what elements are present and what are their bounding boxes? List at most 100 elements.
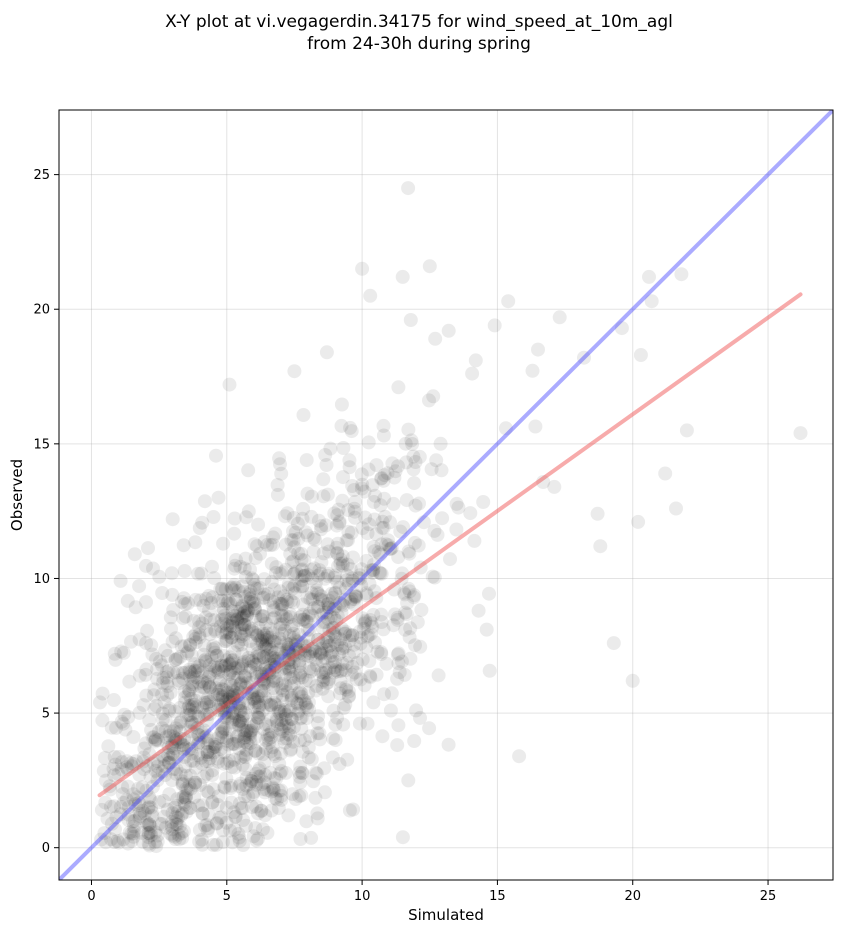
scatter-point <box>363 563 378 578</box>
scatter-point <box>246 572 261 587</box>
scatter-point <box>354 467 369 482</box>
scatter-point <box>239 676 254 691</box>
scatter-point <box>353 672 368 687</box>
scatter-point <box>234 801 249 816</box>
scatter-point <box>322 672 337 687</box>
scatter-point <box>202 699 217 714</box>
scatter-point <box>349 672 364 687</box>
scatter-point <box>386 618 401 633</box>
scatter-point <box>297 568 312 583</box>
scatter-point <box>98 795 113 810</box>
scatter-point <box>310 726 325 741</box>
y-tick-label: 15 <box>33 437 50 452</box>
scatter-point <box>208 641 223 656</box>
scatter-point <box>359 640 374 655</box>
scatter-point <box>215 582 230 597</box>
scatter-point <box>304 752 319 767</box>
scatter-point <box>132 705 147 720</box>
scatter-point <box>166 665 181 680</box>
scatter-point <box>216 536 231 551</box>
scatter-point <box>164 819 179 834</box>
scatter-point <box>377 687 392 702</box>
scatter-point <box>301 740 316 755</box>
scatter-point <box>334 662 349 677</box>
scatter-point <box>227 561 242 576</box>
scatter-point <box>246 829 261 844</box>
scatter-point <box>160 802 175 817</box>
scatter-point <box>334 397 349 412</box>
scatter-point <box>344 592 359 607</box>
scatter-point <box>126 787 141 802</box>
scatter-point <box>131 798 146 813</box>
scatter-point <box>308 575 323 590</box>
scatter-point <box>181 708 196 722</box>
scatter-point <box>210 687 225 702</box>
scatter-point <box>366 495 381 509</box>
scatter-point <box>332 757 347 771</box>
scatter-point <box>243 663 258 678</box>
scatter-point <box>182 801 197 816</box>
scatter-point <box>269 714 284 729</box>
scatter-point <box>227 737 242 751</box>
scatter-point <box>590 506 605 521</box>
scatter-point <box>300 648 315 663</box>
scatter-point <box>187 697 202 712</box>
scatter-point <box>392 665 407 680</box>
scatter-point <box>235 696 250 711</box>
scatter-point <box>228 592 243 607</box>
scatter-point <box>266 603 281 618</box>
scatter-point <box>335 549 350 564</box>
scatter-point <box>407 535 422 550</box>
scatter-point <box>222 657 237 672</box>
scatter-point <box>243 725 258 740</box>
scatter-point <box>173 649 188 664</box>
scatter-point <box>401 544 416 559</box>
scatter-point <box>226 653 240 667</box>
scatter-point <box>284 742 299 757</box>
scatter-point <box>347 645 361 659</box>
scatter-point <box>249 766 264 781</box>
scatter-point <box>219 653 234 668</box>
scatter-point <box>367 584 382 599</box>
scatter-point <box>159 670 174 685</box>
scatter-point <box>428 331 443 346</box>
scatter-point <box>232 796 247 811</box>
scatter-point <box>239 747 254 762</box>
scatter-point <box>233 559 248 574</box>
scatter-point <box>265 634 280 649</box>
scatter-point <box>215 625 230 640</box>
scatter-point <box>220 685 235 700</box>
scatter-point <box>150 754 165 768</box>
scatter-point <box>178 797 192 812</box>
scatter-point <box>245 624 259 639</box>
scatter-point <box>391 380 406 395</box>
scatter-point <box>242 620 257 635</box>
scatter-point <box>200 823 215 838</box>
scatter-point <box>359 553 374 568</box>
scatter-point <box>272 642 287 657</box>
scatter-point <box>175 831 190 845</box>
scatter-point <box>403 313 418 327</box>
scatter-point <box>297 648 312 663</box>
scatter-point <box>250 705 265 720</box>
scatter-point <box>267 582 282 597</box>
scatter-point <box>163 724 178 739</box>
scatter-point <box>339 581 353 596</box>
scatter-point <box>236 654 251 669</box>
scatter-point <box>236 723 251 738</box>
scatter-point <box>259 637 274 652</box>
scatter-point <box>427 523 442 538</box>
scatter-point <box>194 566 209 581</box>
scatter-point <box>318 665 333 680</box>
scatter-point <box>262 719 277 734</box>
scatter-point <box>225 604 240 619</box>
scatter-point <box>244 654 259 668</box>
scatter-point <box>248 657 263 672</box>
scatter-point <box>304 509 319 524</box>
scatter-point <box>187 790 202 805</box>
scatter-point <box>328 599 343 614</box>
scatter-point <box>395 566 410 581</box>
scatter-point <box>240 723 255 738</box>
scatter-point <box>283 546 298 561</box>
scatter-point <box>274 713 289 728</box>
